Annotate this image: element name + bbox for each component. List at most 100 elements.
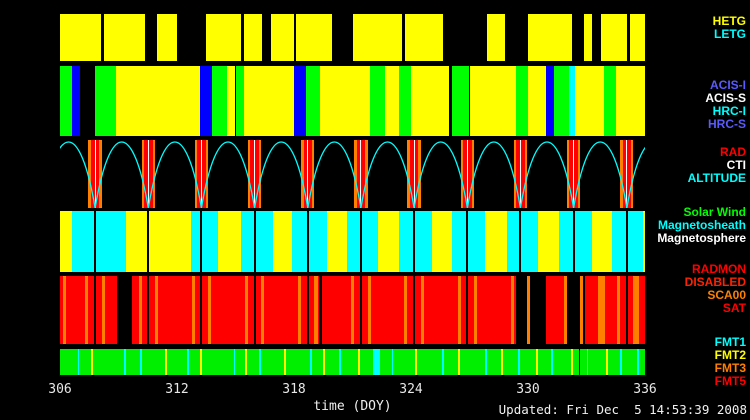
stripe-fmt xyxy=(245,349,248,375)
stripe-fmt xyxy=(77,349,80,375)
stripe-fmt xyxy=(457,349,460,375)
stripe-fmt xyxy=(372,349,380,375)
perigee-stripe-radmon xyxy=(244,276,248,344)
label-group-1: ACIS-I ACIS-S HRC-I HRC-S xyxy=(705,79,746,131)
perigee-stripe-radmon xyxy=(510,276,514,344)
stripe-fmt xyxy=(139,349,142,375)
segment-grating xyxy=(352,14,403,61)
segment-regions xyxy=(327,211,347,272)
label-fmt1: FMT1 xyxy=(714,335,746,349)
segment-instruments xyxy=(604,66,616,136)
x-tick-label: 306 xyxy=(48,382,72,397)
stripe-fmt xyxy=(578,349,581,375)
stripe-fmt xyxy=(637,349,640,375)
label-cti: CTI xyxy=(726,158,746,172)
label-letg: LETG xyxy=(714,27,746,41)
perigee-stripe-altitude xyxy=(567,140,570,208)
segment-instruments xyxy=(115,66,201,136)
segment-radmon xyxy=(545,276,566,344)
label-disabled: DISABLED xyxy=(684,275,746,289)
altitude-arcs xyxy=(60,141,645,208)
band-fmt xyxy=(60,349,645,375)
perigee-stripe-altitude xyxy=(354,140,357,208)
segment-instruments xyxy=(516,66,528,136)
perigee-stripe-radmon xyxy=(298,276,302,344)
stripe-radmon xyxy=(598,276,605,344)
segment-grating xyxy=(487,14,505,61)
segment-instruments xyxy=(200,66,213,136)
perigee-stripe-altitude xyxy=(463,140,467,208)
segment-grating xyxy=(60,14,101,61)
perigee-stripe-altitude xyxy=(194,140,198,208)
perigee-stripe-altitude xyxy=(303,140,308,208)
segment-instruments xyxy=(305,66,321,136)
segment-regions xyxy=(71,211,127,272)
perigee-stripe-radmon xyxy=(563,276,567,344)
perigee-stripe-altitude xyxy=(573,140,575,208)
segment-instruments xyxy=(244,66,294,136)
perigee-stripe-regions xyxy=(466,211,469,272)
perigee-stripe-radmon xyxy=(404,276,408,344)
perigee-stripe-radmon xyxy=(147,276,150,344)
perigee-stripe-radmon xyxy=(94,276,97,344)
perigee-stripe-altitude xyxy=(626,140,628,208)
perigee-stripe-altitude xyxy=(520,140,525,208)
perigee-stripe-altitude xyxy=(418,140,421,208)
label-acis-i: ACIS-I xyxy=(710,78,746,92)
perigee-stripe-regions xyxy=(572,211,575,272)
perigee-stripe-altitude xyxy=(360,140,362,208)
perigee-stripe-altitude xyxy=(569,140,574,208)
segment-grating xyxy=(206,14,242,61)
perigee-stripe-altitude xyxy=(356,140,361,208)
perigee-stripe-altitude xyxy=(312,140,315,208)
perigee-stripe-altitude xyxy=(141,140,145,208)
segment-grating xyxy=(270,14,294,61)
perigee-stripe-radmon xyxy=(85,276,89,344)
stripe-fmt xyxy=(186,349,189,375)
label-group-4: RADMON DISABLED SCA00 SAT xyxy=(685,263,746,315)
perigee-stripe-altitude xyxy=(205,140,208,208)
perigee-stripe-regions xyxy=(147,211,150,272)
label-group-0: HETG LETG xyxy=(713,15,746,41)
perigee-stripe-altitude xyxy=(200,140,202,208)
stripe-fmt xyxy=(323,349,326,375)
perigee-stripe-altitude xyxy=(574,140,578,208)
label-sca00: SCA00 xyxy=(707,288,746,302)
perigee-stripe-regions xyxy=(200,211,203,272)
perigee-stripe-radmon xyxy=(359,276,362,344)
perigee-stripe-radmon xyxy=(208,276,212,344)
perigee-stripe-altitude xyxy=(144,140,148,208)
perigee-stripe-altitude xyxy=(307,140,309,208)
stripe-fmt xyxy=(309,349,312,375)
segment-regions xyxy=(190,211,218,272)
perigee-stripe-altitude xyxy=(513,140,517,208)
perigee-stripe-radmon xyxy=(314,276,318,344)
perigee-stripe-radmon xyxy=(261,276,265,344)
segment-instruments xyxy=(469,66,517,136)
stripe-fmt xyxy=(358,349,361,375)
stripe-fmt xyxy=(570,349,573,375)
perigee-stripe-altitude xyxy=(250,140,255,208)
perigee-stripe-altitude xyxy=(409,140,414,208)
segment-regions xyxy=(292,211,328,272)
label-magnetosheath: Magnetosheath xyxy=(657,218,746,232)
segment-regions xyxy=(506,211,538,272)
segment-regions xyxy=(559,211,593,272)
stripe-fmt xyxy=(500,349,503,375)
perigee-stripe-regions xyxy=(94,211,97,272)
perigee-stripe-altitude xyxy=(147,140,149,208)
segment-radmon xyxy=(322,276,517,344)
segment-regions xyxy=(241,211,273,272)
perigee-stripe-radmon xyxy=(154,276,159,344)
perigee-stripe-regions xyxy=(306,211,309,272)
x-tick-label: 312 xyxy=(165,382,189,397)
segment-instruments xyxy=(545,66,555,136)
perigee-stripe-radmon xyxy=(101,276,105,344)
perigee-stripe-regions xyxy=(519,211,522,272)
stripe-fmt xyxy=(391,349,394,375)
segment-instruments xyxy=(95,66,116,136)
stripe-radmon xyxy=(62,276,67,344)
perigee-stripe-altitude xyxy=(197,140,201,208)
perigee-stripe-altitude xyxy=(516,140,520,208)
segment-grating xyxy=(528,14,572,61)
